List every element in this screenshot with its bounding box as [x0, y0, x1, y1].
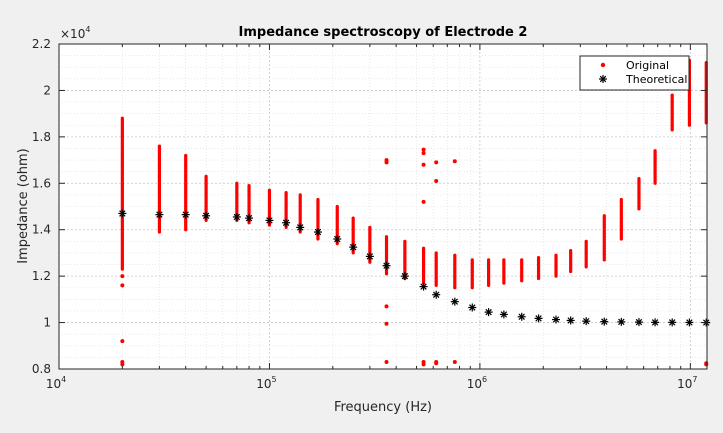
original-point [384, 360, 389, 365]
original-point [384, 304, 389, 309]
y-tick-label: 2 [43, 83, 51, 97]
theoretical-point [450, 297, 459, 306]
theoretical-point [232, 212, 241, 221]
theoretical-point [685, 318, 694, 327]
theoretical-point [365, 252, 374, 261]
original-point [704, 361, 709, 366]
theoretical-point [600, 317, 609, 326]
original-point [421, 199, 426, 204]
chart-title: Impedance spectroscopy of Electrode 2 [239, 25, 528, 40]
theoretical-point [499, 310, 508, 319]
y-tick-label: 1.8 [32, 130, 51, 144]
original-point [452, 360, 457, 365]
original-point [421, 151, 426, 156]
theoretical-point [468, 303, 477, 312]
y-tick-label: 0.8 [32, 362, 51, 376]
theoretical-point [582, 317, 591, 326]
y-tick-label: 1.4 [32, 223, 51, 237]
theoretical-point [333, 235, 342, 243]
theoretical-point [313, 228, 322, 237]
theoretical-point [651, 318, 660, 327]
theoretical-point [245, 214, 254, 223]
theoretical-point [118, 209, 127, 218]
original-point [384, 321, 389, 326]
y-tick-label: 1.2 [32, 269, 51, 283]
x-tick-label: 106 [467, 375, 487, 391]
x-axis-label: Frequency (Hz) [334, 400, 432, 415]
y-multiplier-exp: 4 [85, 25, 90, 34]
series-original [120, 58, 709, 367]
theoretical-point [634, 318, 643, 327]
y-tick-label: 1.6 [32, 176, 51, 190]
theoretical-point [566, 316, 575, 325]
theoretical-point [517, 312, 526, 321]
plot-frame [58, 43, 708, 370]
original-point [452, 159, 457, 164]
y-multiplier-base: ×10 [60, 27, 85, 41]
original-point [384, 158, 389, 163]
legend-label-original: Original [626, 59, 669, 72]
theoretical-point [617, 317, 626, 326]
theoretical-point [202, 211, 211, 220]
original-point [120, 339, 125, 344]
original-point [434, 160, 439, 165]
original-point [120, 360, 125, 365]
original-point [421, 162, 426, 167]
y-tick-label: 1 [43, 316, 51, 330]
theoretical-point [155, 210, 164, 219]
x-tick-labels: 104 105 106 107 [46, 375, 698, 391]
original-point [434, 360, 439, 365]
axis-ticks [58, 43, 707, 370]
theoretical-point [552, 315, 561, 324]
legend-marker-original [600, 62, 606, 68]
y-tick-labels: 0.8 1 1.2 1.4 1.6 1.8 2 2.2 [32, 37, 51, 376]
original-point [120, 274, 125, 279]
x-tick-label: 105 [256, 375, 276, 391]
theoretical-point [282, 218, 291, 227]
theoretical-point [181, 210, 190, 219]
y-axis-label: Impedance (ohm) [16, 148, 31, 263]
theoretical-point [419, 282, 428, 291]
legend-box [579, 55, 690, 91]
theoretical-point [484, 308, 493, 317]
theoretical-point [400, 272, 409, 281]
legend-label-theoretical: Theoretical [625, 73, 687, 86]
legend-marker-theoretical [599, 75, 607, 83]
theoretical-point [432, 290, 441, 299]
x-tick-label: 107 [677, 375, 697, 391]
original-point [421, 360, 426, 365]
x-tick-label: 104 [46, 375, 66, 391]
theoretical-point [534, 314, 543, 323]
theoretical-point [296, 223, 305, 232]
original-point [120, 283, 125, 288]
y-tick-label: 2.2 [32, 37, 51, 51]
series-theoretical [118, 209, 711, 327]
theoretical-point [349, 243, 358, 252]
original-point [421, 147, 426, 152]
legend: Original Theoretical [579, 55, 690, 91]
theoretical-point [382, 261, 391, 270]
original-point [434, 178, 439, 183]
y-multiplier: ×104 [60, 25, 90, 41]
theoretical-point [265, 216, 274, 225]
theoretical-point [668, 318, 677, 327]
